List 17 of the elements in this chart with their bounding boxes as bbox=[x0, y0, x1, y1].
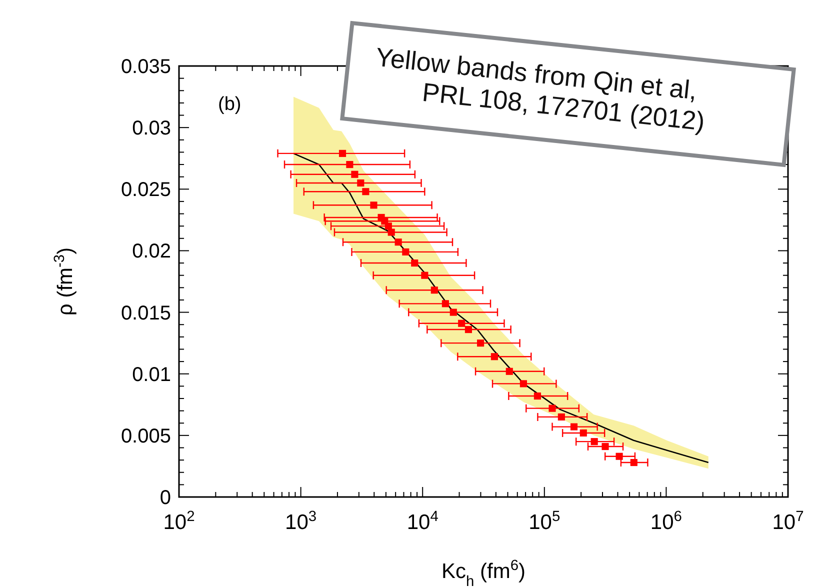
x-tick-label: 10$^{3}$ bbox=[285, 509, 317, 534]
y-tick-label: 0.01 bbox=[132, 364, 171, 386]
y-tick-label: 0.015 bbox=[120, 302, 171, 324]
x-tick-label: 10$^{4}$ bbox=[406, 509, 438, 534]
y-tick-label: 0.03 bbox=[132, 118, 171, 140]
y-tick-label: 0.035 bbox=[120, 56, 171, 78]
x-axis-title: Kc$_{h}$ (fm$^{6}$) bbox=[441, 558, 526, 588]
annotation: Yellow bands from Qin et al, PRL 108, 172701 (2012) bbox=[374, 42, 706, 136]
annotation: (b) bbox=[218, 94, 242, 115]
y-tick-label: 0.02 bbox=[132, 240, 171, 263]
x-tick-label: 10$^{7}$ bbox=[772, 509, 804, 534]
x-tick-label: 10$^{6}$ bbox=[650, 509, 682, 534]
x-tick-label: 10$^{5}$ bbox=[528, 509, 560, 534]
y-tick-label: 0 bbox=[160, 487, 171, 509]
x-tick-label: 10$^{2}$ bbox=[163, 509, 195, 534]
y-tick-label: 0.025 bbox=[120, 179, 171, 202]
y-tick-label: 0.005 bbox=[120, 425, 171, 448]
